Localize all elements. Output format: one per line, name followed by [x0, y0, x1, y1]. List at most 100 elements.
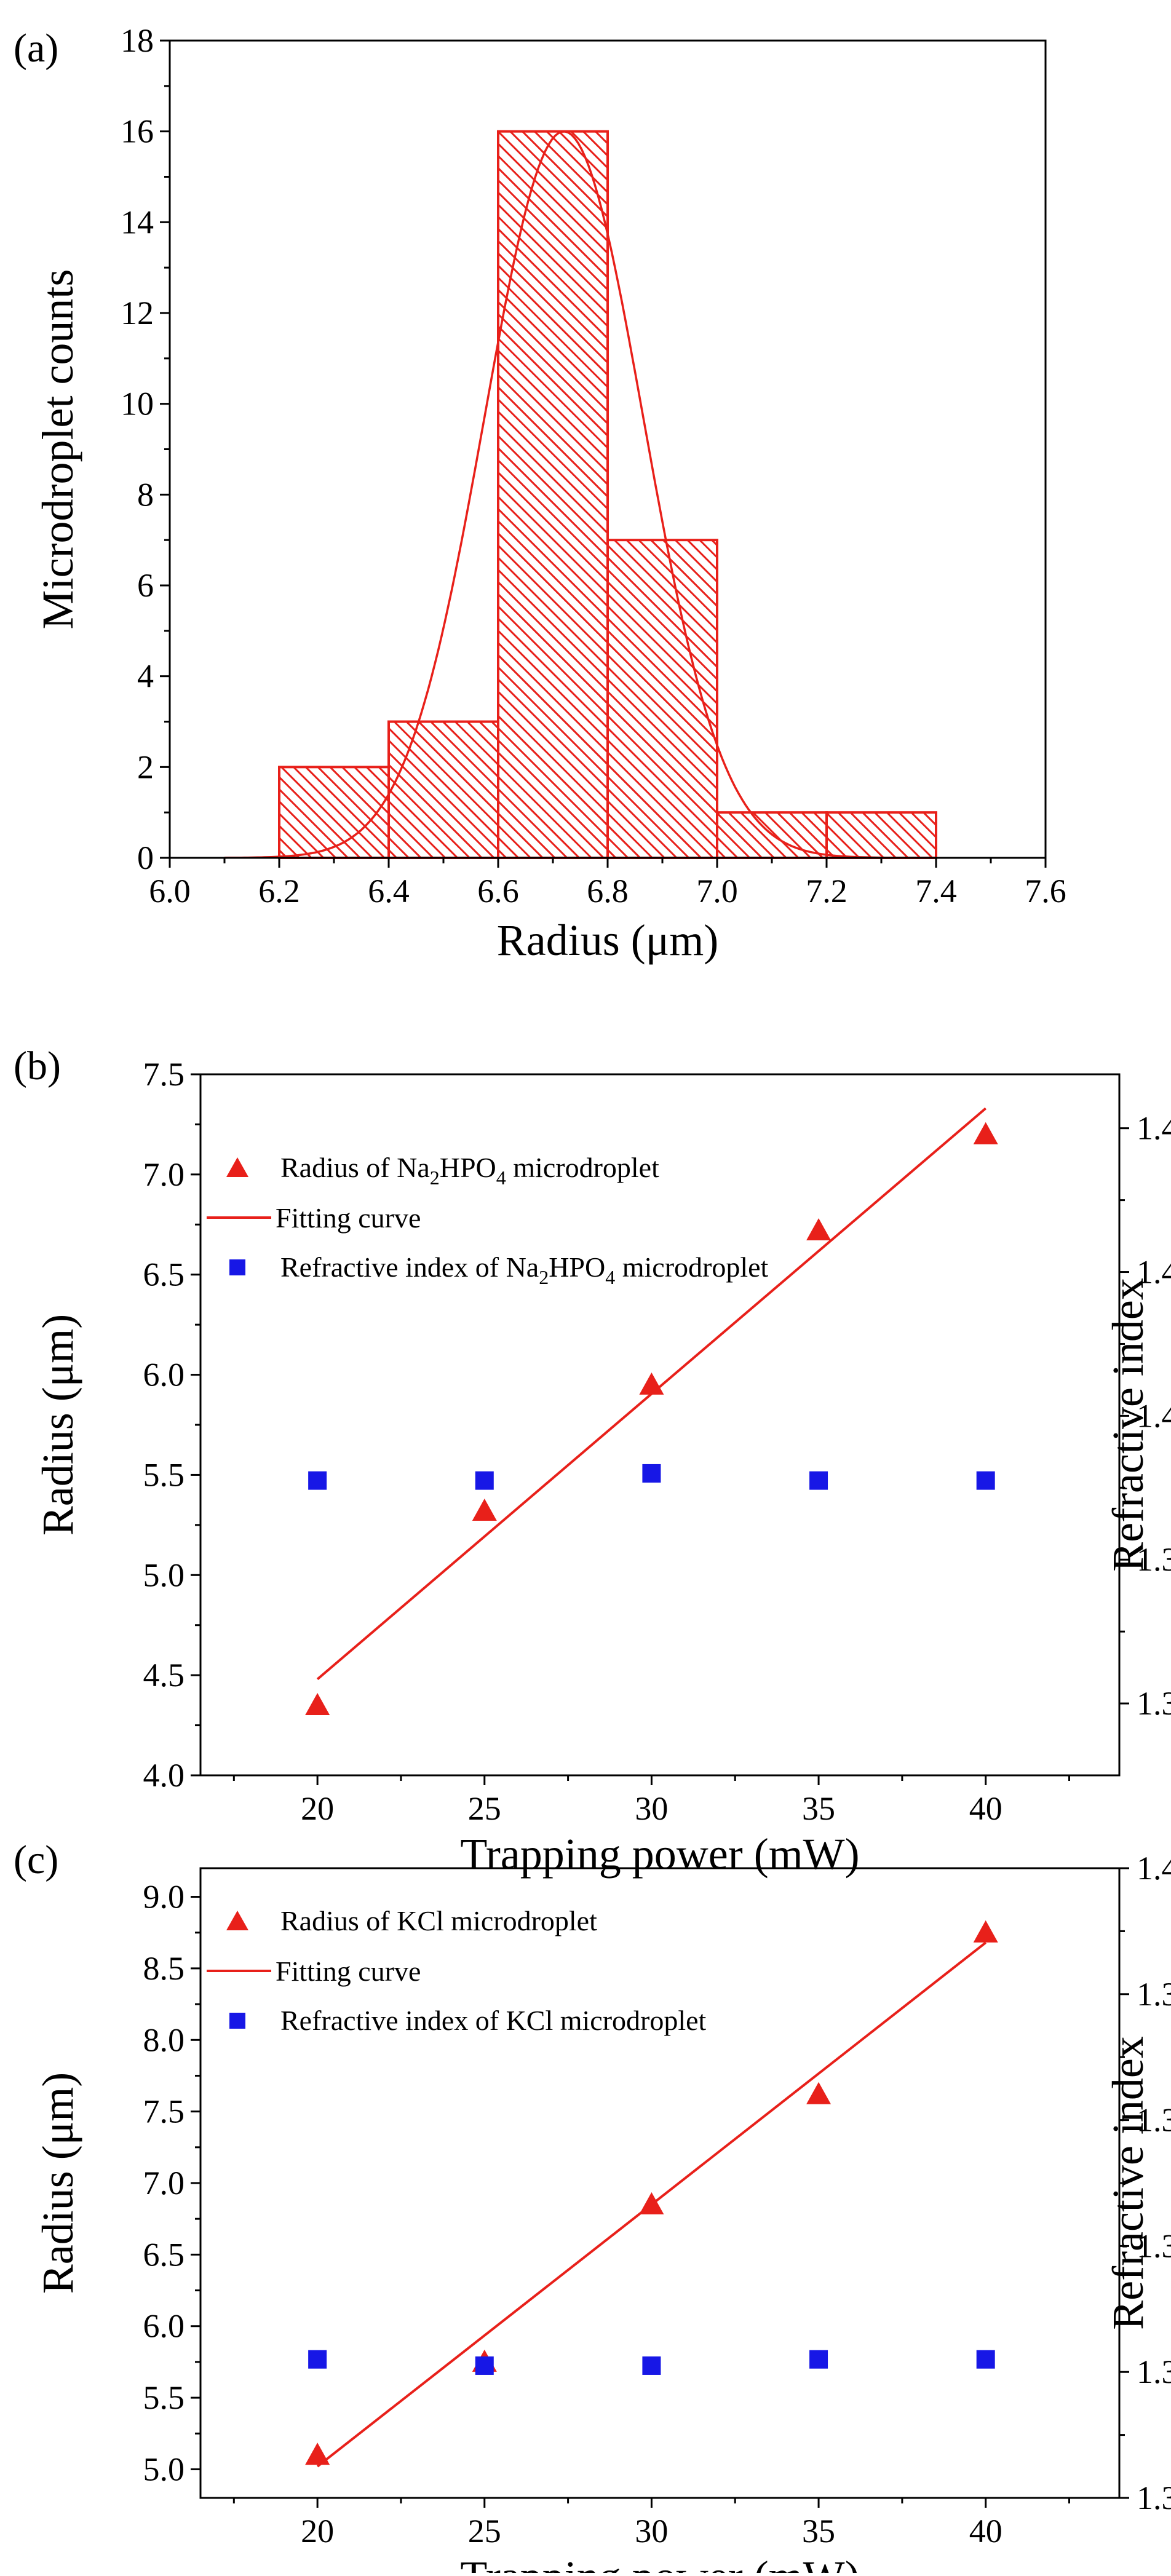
histogram-bar [497, 130, 609, 860]
refractive-index-point [475, 2356, 494, 2375]
radius-point [639, 1372, 664, 1395]
y-tick-label: 18 [121, 22, 154, 59]
legend-triangle-marker [226, 1911, 248, 1930]
legend-square-marker [229, 1259, 245, 1275]
y-tick-label: 7.5 [143, 1056, 185, 1093]
panel-label-a: (a) [14, 26, 58, 71]
radius-point [973, 1122, 998, 1144]
legend-refractive-label-part: microdroplet [615, 1251, 768, 1283]
y-tick-label: 14 [121, 204, 154, 240]
refractive-index-point [809, 1471, 828, 1490]
legend-fit-label: Fitting curve [276, 1202, 421, 1234]
x-axis-label: Trapping power (mW) [460, 2552, 859, 2573]
refractive-index-point [809, 2350, 828, 2369]
x-tick-label: 30 [635, 2513, 668, 2550]
refractive-index-point [642, 2356, 661, 2375]
y-tick-label: 8.5 [143, 1950, 185, 1987]
y-right-tick-label: 1.36 [1137, 2102, 1171, 2139]
y-right-tick-label: 1.38 [1137, 1541, 1171, 1578]
refractive-index-point [308, 1471, 327, 1490]
y-right-tick-label: 1.30 [1137, 2479, 1171, 2516]
y-tick-label: 9.0 [143, 1879, 185, 1916]
legend-refractive-label-part: 2 [539, 1266, 549, 1288]
histogram-bar [387, 720, 499, 859]
legend-radius-label-part: microdroplet [506, 1152, 659, 1183]
y-tick-label: 4.5 [143, 1657, 185, 1694]
x-tick-label: 6.0 [149, 873, 191, 910]
x-tick-label: 7.4 [915, 873, 957, 910]
x-tick-label: 35 [802, 2513, 835, 2550]
x-axis-label: Radius (μm) [497, 916, 719, 965]
radius-point [639, 2192, 664, 2214]
refractive-index-point [308, 2350, 327, 2369]
x-tick-label: 40 [969, 1790, 1002, 1827]
panel-label-b: (b) [14, 1044, 61, 1088]
x-tick-label: 30 [635, 1790, 668, 1827]
y-tick-label: 12 [121, 295, 154, 331]
y-right-tick-label: 1.32 [1137, 2353, 1171, 2390]
y-axis-label: Radius (μm) [33, 1314, 82, 1536]
legend-refractive-label: Refractive index of Na2HPO4 microdroplet [280, 1251, 769, 1288]
refractive-index-point [642, 1464, 661, 1483]
y-right-axis-label: Refractive index [1103, 1278, 1153, 1572]
y-tick-label: 5.5 [143, 1456, 185, 1493]
x-tick-label: 6.6 [477, 873, 519, 910]
panel-label-c: (c) [14, 1837, 58, 1882]
legend-radius-label: Radius of Na2HPO4 microdroplet [280, 1152, 659, 1189]
legend-fit-label: Fitting curve [276, 1956, 421, 1987]
y-right-tick-label: 1.34 [1137, 2227, 1171, 2264]
legend-refractive-label-part: HPO [549, 1251, 605, 1283]
x-tick-label: 6.8 [587, 873, 629, 910]
radius-point [973, 1920, 998, 1943]
y-tick-label: 7.0 [143, 2165, 185, 2201]
y-right-tick-label: 1.40 [1137, 1850, 1171, 1887]
radius-point [472, 1499, 497, 1521]
y-axis-label: Radius (μm) [33, 2072, 82, 2294]
y-tick-label: 5.0 [143, 2451, 185, 2487]
y-right-tick-label: 1.42 [1137, 1254, 1171, 1291]
x-tick-label: 20 [301, 2513, 334, 2550]
y-right-tick-label: 1.44 [1137, 1110, 1171, 1147]
y-tick-label: 7.5 [143, 2093, 185, 2130]
y-tick-label: 6.5 [143, 1256, 185, 1293]
y-tick-label: 0 [137, 839, 154, 876]
refractive-index-point [976, 2350, 995, 2369]
radius-point [305, 1693, 330, 1715]
y-tick-label: 8 [137, 476, 154, 513]
legend-radius-label: Radius of KCl microdroplet [280, 1905, 597, 1936]
x-tick-label: 6.2 [258, 873, 300, 910]
radius-point [305, 2443, 330, 2465]
y-right-tick-label: 1.36 [1137, 1685, 1171, 1722]
y-tick-label: 6 [137, 567, 154, 604]
x-tick-label: 40 [969, 2513, 1002, 2550]
histogram-bar [606, 539, 718, 859]
y-right-axis-label: Refractive index [1103, 2036, 1153, 2330]
y-tick-label: 7.0 [143, 1156, 185, 1193]
y-tick-label: 4.0 [143, 1757, 185, 1794]
y-tick-label: 5.0 [143, 1556, 185, 1593]
y-tick-label: 16 [121, 113, 154, 150]
x-tick-label: 7.2 [806, 873, 847, 910]
legend-refractive-label: Refractive index of KCl microdroplet [280, 2005, 707, 2036]
x-axis-label: Trapping power (mW) [460, 1829, 859, 1879]
radius-point [806, 1218, 832, 1241]
legend-radius-label-part: 4 [496, 1167, 506, 1189]
refractive-index-point [475, 1471, 494, 1490]
y-tick-label: 8.0 [143, 2021, 185, 2058]
x-tick-label: 25 [468, 2513, 501, 2550]
y-tick-label: 6.5 [143, 2236, 185, 2273]
y-tick-label: 2 [137, 748, 154, 785]
gaussian-fit-curve [224, 130, 892, 859]
x-tick-label: 20 [301, 1790, 334, 1827]
legend-radius-label-part: HPO [440, 1152, 496, 1183]
y-tick-label: 10 [121, 386, 154, 422]
radius-point [806, 2082, 832, 2104]
legend-square-marker [229, 2013, 245, 2029]
legend-refractive-label-part: 4 [605, 1266, 615, 1288]
legend-radius-label-part: 2 [430, 1167, 440, 1189]
x-tick-label: 25 [468, 1790, 501, 1827]
y-tick-label: 5.5 [143, 2379, 185, 2416]
x-tick-label: 7.0 [696, 873, 738, 910]
